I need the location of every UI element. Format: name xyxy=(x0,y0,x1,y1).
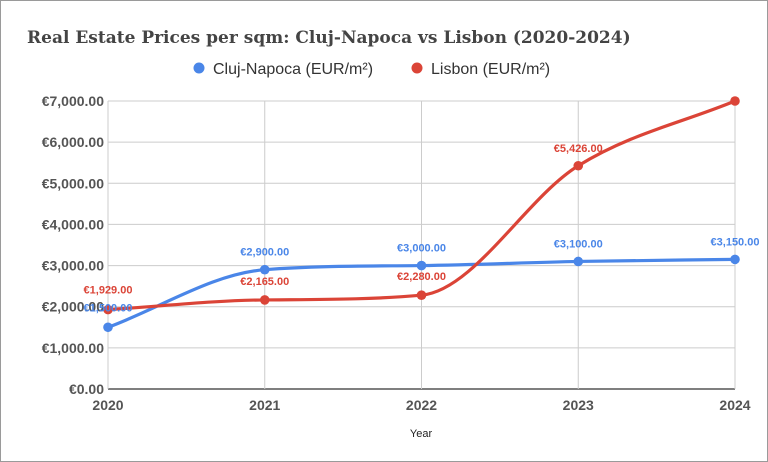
legend: Cluj-Napoca (EUR/m²) Lisbon (EUR/m²) xyxy=(193,61,550,78)
data-point-lisbon-eur-m xyxy=(103,304,113,315)
data-point-cluj-napoca-eur-m xyxy=(573,256,584,267)
y-tick-label: €0.00 xyxy=(69,381,104,397)
series-line-lisbon-eur-m xyxy=(106,99,737,312)
data-labels: €1,500.00 €2,900.00 €3,000.00 €3,100.00 €3,1… xyxy=(84,143,760,315)
legend-label-cluj-napoca-eur-m: Cluj-Napoca (EUR/m²) xyxy=(213,61,373,78)
data-label-cluj-napoca-eur-m: €3,150.00 xyxy=(711,236,760,248)
y-tick-label: €7,000.00 xyxy=(42,93,104,109)
y-tick-label: €6,000.00 xyxy=(42,134,104,150)
data-point-lisbon-eur-m xyxy=(259,295,270,305)
data-point-lisbon-eur-m xyxy=(573,160,584,171)
y-tick-label: €5,000.00 xyxy=(42,175,104,191)
data-point-cluj-napoca-eur-m xyxy=(416,260,427,271)
legend-label-lisbon-eur-m: Lisbon (EUR/m²) xyxy=(431,61,550,78)
data-point-lisbon-eur-m xyxy=(416,290,427,300)
y-tick-label: €3,000.00 xyxy=(42,258,104,274)
data-label-lisbon-eur-m: €2,280.00 xyxy=(397,271,446,283)
grid xyxy=(107,100,736,390)
legend-marker-lisbon-eur-m xyxy=(411,62,423,74)
x-tick-label: 2022 xyxy=(406,397,437,413)
data-label-cluj-napoca-eur-m: €2,900.00 xyxy=(240,247,289,259)
x-axis-title: Year xyxy=(410,428,433,440)
chart-title: Real Estate Prices per sqm: Cluj-Napoca … xyxy=(27,28,631,48)
legend-item-lisbon-eur-m: Lisbon (EUR/m²) xyxy=(411,61,550,78)
legend-item-cluj-napoca-eur-m: Cluj-Napoca (EUR/m²) xyxy=(193,61,373,78)
data-label-cluj-napoca-eur-m: €3,000.00 xyxy=(397,243,446,255)
x-tick-label: 2024 xyxy=(719,397,750,413)
series-layer xyxy=(103,96,740,333)
x-tick-label: 2021 xyxy=(249,397,280,413)
data-label-lisbon-eur-m: €1,929.00 xyxy=(84,285,133,297)
data-point-cluj-napoca-eur-m xyxy=(730,254,740,265)
data-label-cluj-napoca-eur-m: €1,500.00 xyxy=(84,302,133,314)
data-label-lisbon-eur-m: €5,426.00 xyxy=(554,143,603,155)
data-label-cluj-napoca-eur-m: €3,100.00 xyxy=(554,238,603,250)
data-point-cluj-napoca-eur-m xyxy=(103,322,113,333)
x-tick-label: 2020 xyxy=(92,397,123,413)
axes: €0.00 €1,000.00 €2,000.00 €3,000.00 €4,000.0… xyxy=(42,93,751,413)
y-tick-label: €2,000.00 xyxy=(42,299,104,315)
data-point-lisbon-eur-m xyxy=(730,96,740,106)
legend-marker-cluj-napoca-eur-m xyxy=(193,62,205,74)
data-point-cluj-napoca-eur-m xyxy=(259,264,270,275)
y-tick-label: €1,000.00 xyxy=(42,340,104,356)
data-label-lisbon-eur-m: €2,165.00 xyxy=(240,276,289,288)
y-tick-label: €4,000.00 xyxy=(42,216,104,232)
x-tick-label: 2023 xyxy=(563,397,594,413)
